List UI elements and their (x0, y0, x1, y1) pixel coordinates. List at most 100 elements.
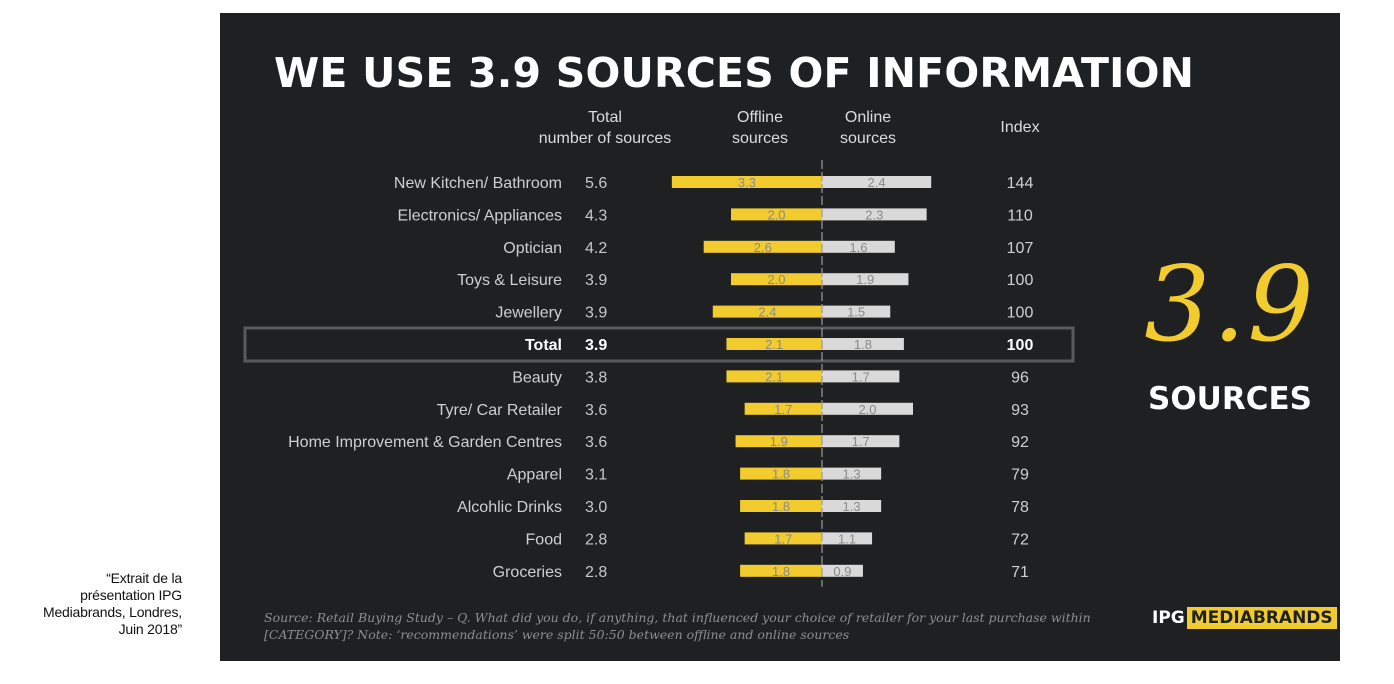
offline-value-label: 1.8 (772, 564, 790, 579)
category-label: Optician (503, 240, 562, 257)
category-label: Apparel (507, 467, 562, 484)
index-value: 96 (1011, 369, 1029, 386)
index-value: 100 (1007, 337, 1034, 354)
index-value: 71 (1011, 564, 1029, 581)
offline-value-label: 1.7 (774, 402, 792, 417)
caption-line: “Extrait de la (106, 570, 182, 586)
online-value-label: 2.3 (865, 207, 883, 222)
header-index: Index (1000, 119, 1040, 136)
caption-line: présentation IPG (80, 587, 182, 603)
offline-bar (712, 305, 822, 318)
category-label: Jewellery (495, 305, 562, 322)
offline-bar (740, 564, 822, 577)
category-label: Food (526, 531, 562, 548)
category-label: Home Improvement & Garden Centres (288, 434, 562, 451)
online-value-label: 1.6 (849, 240, 867, 255)
index-value: 79 (1011, 467, 1029, 484)
online-bar (822, 564, 863, 577)
offline-value-label: 1.8 (772, 499, 790, 514)
total-value: 5.6 (585, 175, 607, 192)
header-online-line1: Online (844, 109, 892, 126)
offline-bar (740, 500, 822, 512)
total-value: 3.8 (585, 369, 607, 386)
offline-bar (726, 370, 822, 383)
offline-value-label: 2.0 (767, 272, 785, 287)
online-bar (822, 500, 882, 512)
total-value: 2.8 (585, 564, 607, 581)
callout-number: 3.9 (1144, 243, 1316, 365)
online-value-label: 1.5 (847, 305, 865, 320)
online-value-label: 1.3 (843, 467, 861, 482)
index-value: 100 (1007, 272, 1034, 289)
online-value-label: 1.3 (843, 499, 861, 514)
online-bar (822, 240, 895, 253)
online-bar (822, 402, 913, 415)
ipg-mediabrands-logo: IPG MEDIABRANDS (1152, 607, 1337, 629)
category-label: Alcohlic Drinks (457, 499, 562, 516)
index-value: 107 (1007, 240, 1034, 257)
total-value: 3.9 (585, 272, 607, 289)
online-bar (822, 305, 891, 318)
chart-title: WE USE 3.9 SOURCES OF INFORMATION (274, 49, 1195, 97)
logo-highlight: MEDIABRANDS (1186, 607, 1337, 629)
total-value: 3.6 (585, 434, 607, 451)
sources-chart: New Kitchen/ Bathroom 5.6 3.3 2.4 144 Electro… (243, 160, 1075, 587)
total-value: 2.8 (585, 531, 607, 548)
category-label: Groceries (493, 564, 562, 581)
online-bar (822, 176, 932, 188)
category-label: Tyre/ Car Retailer (437, 402, 563, 419)
offline-bar (740, 467, 822, 480)
header-online-line2: sources (839, 130, 897, 147)
header-online: Online sources (818, 107, 918, 149)
online-bar (822, 467, 882, 480)
online-bar (822, 435, 900, 448)
header-offline-line2: sources (731, 130, 789, 147)
index-value: 100 (1007, 305, 1034, 322)
offline-value-label: 2.1 (765, 369, 783, 384)
total-value: 3.6 (585, 402, 607, 419)
category-label: Total (525, 337, 562, 354)
total-value: 3.9 (585, 305, 607, 322)
online-bar (822, 338, 904, 350)
header-offline: Offline sources (710, 107, 810, 149)
offline-bar (731, 208, 822, 221)
online-value-label: 1.1 (838, 531, 856, 546)
offline-bar (744, 532, 822, 545)
online-value-label: 2.0 (858, 402, 876, 417)
index-value: 92 (1011, 434, 1029, 451)
index-value: 93 (1011, 402, 1029, 419)
source-footnote: Source: Retail Buying Study – Q. What di… (264, 610, 1091, 642)
index-value: 144 (1007, 175, 1034, 192)
online-bar (822, 273, 909, 286)
offline-bar (671, 176, 822, 188)
online-bar (822, 532, 873, 545)
online-value-label: 2.4 (868, 175, 886, 190)
offline-value-label: 1.7 (774, 531, 792, 546)
offline-bar (726, 338, 822, 350)
logo-prefix: IPG (1152, 608, 1185, 628)
header-offline-line1: Offline (737, 109, 783, 126)
index-value: 72 (1011, 531, 1029, 548)
offline-bar (703, 240, 822, 253)
online-value-label: 1.8 (854, 337, 872, 352)
callout-label: SOURCES (1148, 381, 1312, 417)
total-value: 3.1 (585, 467, 607, 484)
online-value-label: 1.7 (852, 369, 870, 384)
offline-value-label: 2.4 (758, 305, 776, 320)
offline-bar (744, 402, 822, 415)
offline-value-label: 1.8 (772, 467, 790, 482)
online-value-label: 1.9 (856, 272, 874, 287)
offline-value-label: 3.3 (738, 175, 756, 190)
image-caption: “Extrait de la présentation IPG Mediabra… (0, 570, 182, 638)
online-value-label: 0.9 (833, 564, 851, 579)
highlight-box (243, 326, 1075, 363)
total-value: 4.3 (585, 207, 607, 224)
total-value: 3.0 (585, 499, 607, 516)
offline-value-label: 2.6 (754, 240, 772, 255)
offline-bar (731, 273, 822, 286)
category-label: Electronics/ Appliances (397, 207, 562, 224)
total-value: 3.9 (585, 337, 607, 354)
caption-line: Mediabrands, Londres, (43, 604, 182, 620)
category-label: Beauty (512, 369, 562, 386)
category-label: New Kitchen/ Bathroom (394, 175, 562, 192)
